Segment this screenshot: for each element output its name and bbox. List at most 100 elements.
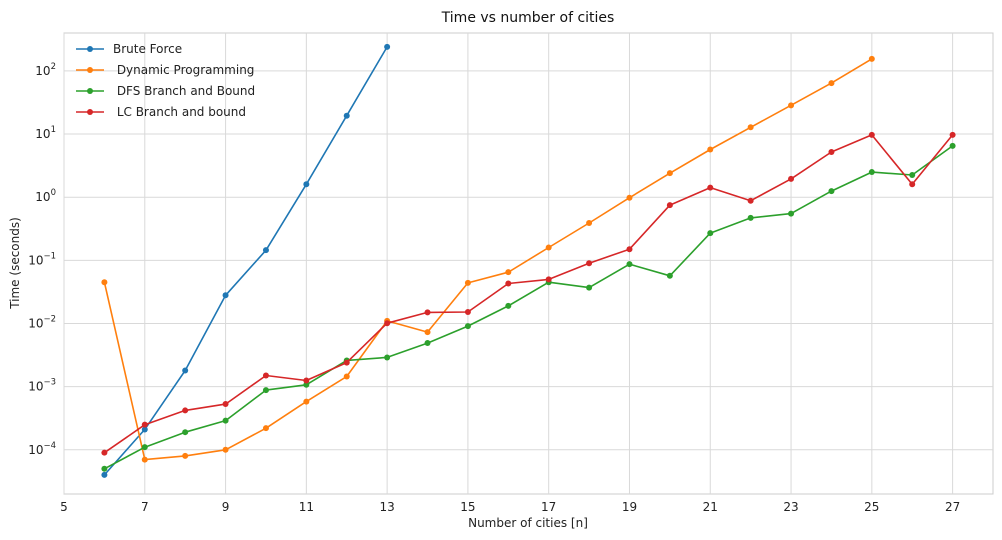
data-point <box>505 280 512 287</box>
data-point <box>182 452 189 459</box>
data-point <box>747 214 754 221</box>
axis-ticks: 5 7 9 11 13 15 17 19 21 23 25 27 10−4 10−3 10−2 10−1 100… <box>28 62 960 514</box>
legend-label: LC Branch and bound <box>113 105 246 119</box>
data-point <box>343 112 350 119</box>
data-point <box>424 309 431 316</box>
data-point <box>909 181 916 188</box>
series-line <box>103 46 388 476</box>
chart-title: Time vs number of cities <box>441 10 615 26</box>
data-point <box>222 417 229 424</box>
grid <box>63 33 993 494</box>
data-point <box>505 302 512 309</box>
legend-item: Dynamic Programming <box>76 63 254 77</box>
data-point <box>303 377 310 384</box>
y-tick-label: 102 <box>35 62 56 78</box>
x-tick-label: 9 <box>222 500 230 514</box>
data-point <box>464 309 471 316</box>
data-point <box>828 148 835 155</box>
data-point <box>586 220 593 227</box>
data-point <box>182 367 189 374</box>
x-tick-label: 5 <box>60 500 68 514</box>
legend-item: LC Branch and bound <box>76 105 246 119</box>
y-tick-label: 10−2 <box>28 314 56 330</box>
y-tick-label: 10−4 <box>28 441 56 457</box>
data-point <box>141 421 148 428</box>
data-point <box>666 202 673 209</box>
series-dfs-branch-and-bound <box>101 142 956 472</box>
data-point <box>707 184 714 191</box>
legend-item: Brute Force <box>76 42 182 56</box>
data-point <box>141 456 148 463</box>
data-point <box>101 449 108 456</box>
data-point <box>626 261 633 268</box>
x-axis-title: Number of cities [n] <box>468 516 588 530</box>
legend-marker <box>87 67 93 73</box>
y-tick-label: 101 <box>35 125 56 141</box>
x-tick-label: 17 <box>541 500 556 514</box>
data-point <box>788 102 795 109</box>
data-point <box>747 124 754 131</box>
data-point <box>343 373 350 380</box>
y-tick-label: 10−3 <box>28 378 56 394</box>
data-point <box>141 426 148 433</box>
data-point <box>262 247 269 254</box>
data-point <box>666 272 673 279</box>
data-point <box>707 230 714 237</box>
legend-marker <box>87 46 93 52</box>
legend-label: DFS Branch and Bound <box>113 84 255 98</box>
data-point <box>828 188 835 195</box>
data-point <box>101 465 108 472</box>
data-point <box>828 80 835 87</box>
data-point <box>101 279 108 286</box>
y-axis-title: Time (seconds) <box>8 217 22 310</box>
data-point <box>545 276 552 283</box>
x-tick-label: 13 <box>379 500 394 514</box>
data-point <box>788 175 795 182</box>
x-tick-label: 23 <box>783 500 798 514</box>
data-point <box>262 372 269 379</box>
data-point <box>424 340 431 347</box>
legend-label: Brute Force <box>113 42 182 56</box>
data-point <box>707 146 714 153</box>
data-point <box>868 131 875 138</box>
data-point <box>262 387 269 394</box>
data-point <box>545 244 552 251</box>
x-tick-label: 21 <box>703 500 718 514</box>
x-tick-label: 19 <box>622 500 637 514</box>
data-point <box>141 444 148 451</box>
data-point <box>424 329 431 336</box>
data-point <box>586 260 593 267</box>
data-point <box>384 354 391 361</box>
series-dynamic-programming <box>101 55 875 463</box>
x-tick-label: 15 <box>460 500 475 514</box>
series-lines <box>101 43 956 478</box>
data-point <box>303 398 310 405</box>
data-point <box>464 323 471 330</box>
data-point <box>949 131 956 138</box>
x-tick-label: 25 <box>864 500 879 514</box>
data-point <box>666 170 673 177</box>
legend: Brute Force Dynamic Programming DFS Bran… <box>76 42 255 119</box>
data-point <box>222 292 229 299</box>
data-point <box>222 446 229 453</box>
data-point <box>222 401 229 408</box>
y-tick-label: 100 <box>35 188 56 204</box>
series-line <box>103 58 873 461</box>
data-point <box>505 269 512 276</box>
legend-marker <box>87 109 93 115</box>
data-point <box>949 142 956 149</box>
legend-marker <box>87 88 93 94</box>
x-tick-label: 27 <box>945 500 960 514</box>
data-point <box>303 381 310 388</box>
data-point <box>747 197 754 204</box>
data-point <box>101 471 108 478</box>
data-point <box>182 429 189 436</box>
legend-label: Dynamic Programming <box>113 63 254 77</box>
series-line <box>103 134 954 454</box>
legend-item: DFS Branch and Bound <box>76 84 255 98</box>
y-tick-label: 10−1 <box>28 251 56 267</box>
data-point <box>626 246 633 253</box>
series-brute-force <box>101 43 391 478</box>
data-point <box>586 284 593 291</box>
